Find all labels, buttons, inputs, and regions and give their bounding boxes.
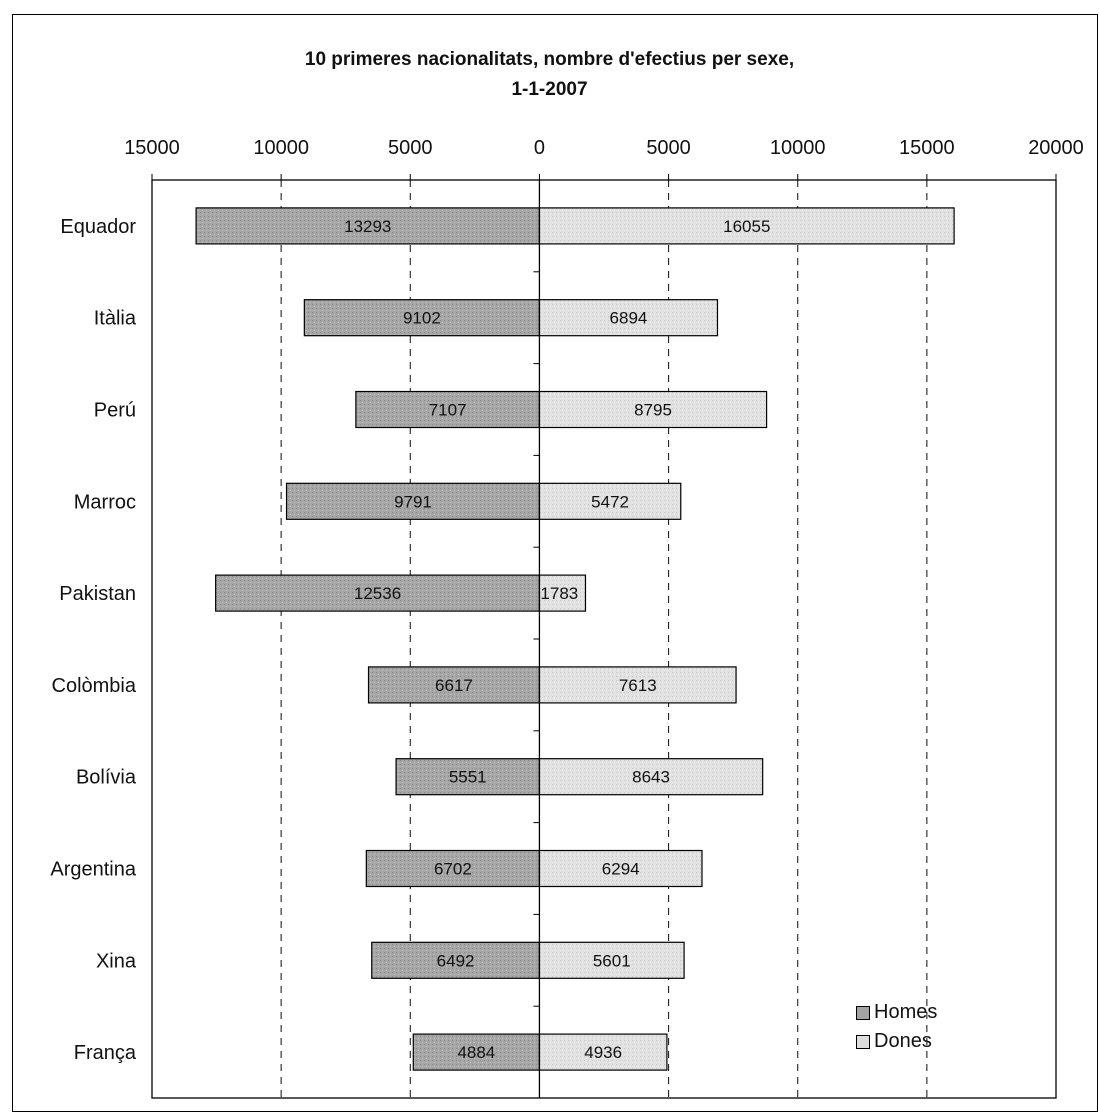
legend-swatch-homes <box>856 1005 870 1020</box>
legend-label-dones: Dones <box>874 1030 932 1052</box>
bar-dones <box>538 666 737 704</box>
category-label: França <box>74 1042 137 1064</box>
bar-dones <box>538 941 685 979</box>
category-label: Itàlia <box>94 308 137 330</box>
x-tick-label: 20000 <box>1028 137 1084 159</box>
legend-label-homes: Homes <box>874 1001 938 1023</box>
bar-homes <box>412 1033 541 1071</box>
data-label-dones: 7613 <box>619 676 657 695</box>
data-label-homes: 6702 <box>434 860 472 879</box>
bar-homes <box>395 758 541 796</box>
data-label-dones: 5472 <box>591 492 629 511</box>
category-label: Pakistan <box>59 583 136 605</box>
plot-area-border <box>151 179 1057 1099</box>
data-label-homes: 9102 <box>403 309 441 328</box>
x-tick-label: 0 <box>534 137 545 159</box>
bar-dones <box>538 758 764 796</box>
bar-homes <box>215 574 541 612</box>
category-label: Perú <box>94 400 136 422</box>
bar-dones <box>538 482 682 520</box>
data-label-dones: 16055 <box>723 217 770 236</box>
category-label: Argentina <box>50 859 136 881</box>
data-label-homes: 5551 <box>449 768 487 787</box>
bar-dones <box>538 299 719 337</box>
legend: Homes Dones <box>856 998 937 1056</box>
x-tick-label: 15000 <box>899 137 955 159</box>
bar-homes <box>367 666 541 704</box>
chart-frame <box>12 14 1098 1112</box>
chart-title-line2: 1-1-2007 <box>511 79 588 100</box>
category-label: Equador <box>60 216 136 238</box>
data-label-dones: 6894 <box>610 309 648 328</box>
data-label-homes: 7107 <box>429 401 467 420</box>
x-tick-label: 15000 <box>124 137 180 159</box>
legend-item-dones: Dones <box>856 1027 937 1056</box>
data-label-dones: 8643 <box>632 768 670 787</box>
data-label-homes: 4884 <box>457 1043 495 1062</box>
bar-homes <box>371 941 541 979</box>
data-label-dones: 4936 <box>584 1043 622 1062</box>
data-label-homes: 13293 <box>344 217 391 236</box>
data-label-dones: 5601 <box>593 951 631 970</box>
bar-homes <box>195 207 541 245</box>
data-label-homes: 6492 <box>437 951 475 970</box>
data-label-dones: 1783 <box>540 584 578 603</box>
category-label: Bolívia <box>76 767 137 789</box>
data-label-dones: 8795 <box>634 401 672 420</box>
legend-item-homes: Homes <box>856 998 937 1027</box>
x-tick-label: 10000 <box>770 137 826 159</box>
category-label: Colòmbia <box>52 675 137 697</box>
chart-title-line1: 10 primeres nacionalitats, nombre d'efec… <box>304 49 795 70</box>
bar-dones <box>538 390 768 429</box>
x-tick-label: 10000 <box>253 137 309 159</box>
bar-homes <box>355 390 541 429</box>
x-tick-label: 5000 <box>646 137 691 159</box>
legend-swatch-dones <box>856 1034 870 1049</box>
bar-homes <box>365 849 541 888</box>
bar-homes <box>303 299 541 337</box>
bar-homes <box>285 482 541 520</box>
x-tick-label: 5000 <box>388 137 433 159</box>
data-label-dones: 6294 <box>602 860 640 879</box>
category-label: Marroc <box>74 491 136 513</box>
data-label-homes: 6617 <box>435 676 473 695</box>
data-label-homes: 12536 <box>354 584 401 603</box>
category-label: Xina <box>96 950 137 972</box>
data-label-homes: 9791 <box>394 492 432 511</box>
bar-dones <box>538 574 587 612</box>
